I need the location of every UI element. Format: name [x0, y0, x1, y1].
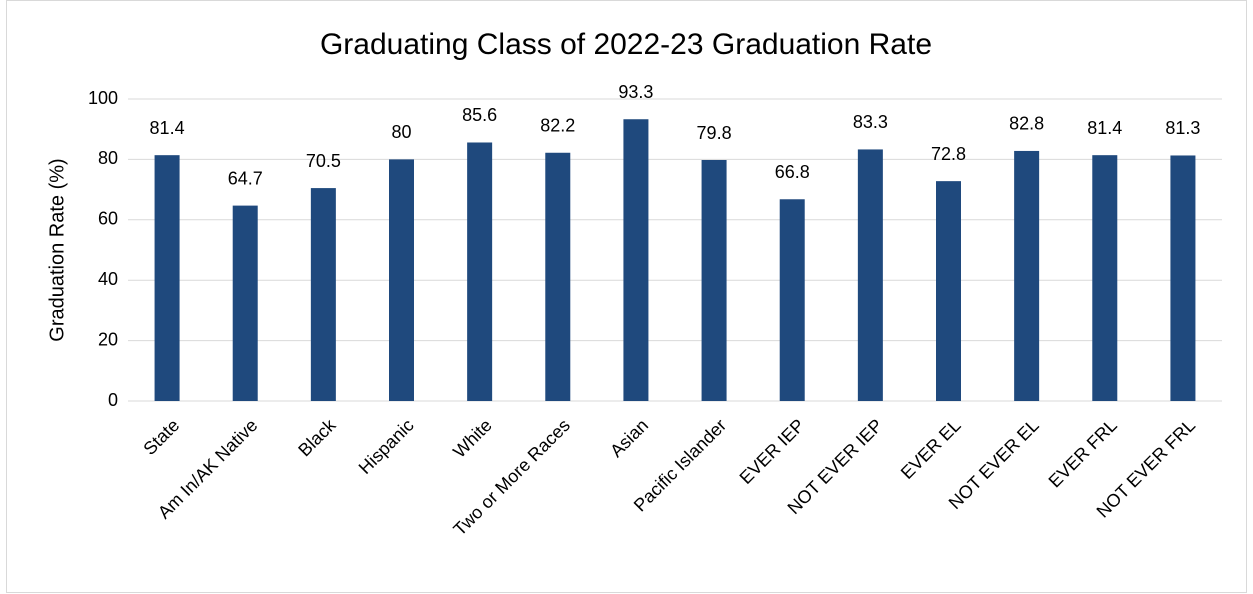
y-axis-label: Graduation Rate (%) [46, 158, 68, 341]
bar [857, 149, 883, 401]
bar [310, 188, 336, 401]
bar [1092, 155, 1118, 401]
bar [936, 181, 961, 401]
y-tick-label: 40 [98, 269, 118, 289]
bar [545, 152, 571, 401]
data-label: 64.7 [228, 168, 263, 188]
bar [389, 159, 414, 401]
bar [154, 155, 180, 401]
bar [1170, 155, 1196, 401]
data-label: 66.8 [775, 162, 810, 182]
data-label: 81.3 [1165, 118, 1200, 138]
bar [701, 160, 727, 401]
bar [1014, 150, 1040, 401]
chart-title: Graduating Class of 2022-23 Graduation R… [320, 28, 932, 61]
data-label: 81.4 [1087, 118, 1122, 138]
y-tick-label: 100 [88, 88, 118, 108]
data-label: 93.3 [618, 82, 653, 102]
data-label: 82.8 [1009, 114, 1044, 134]
bar [232, 205, 258, 401]
data-label: 82.2 [540, 116, 575, 136]
data-label: 70.5 [306, 151, 341, 171]
data-label: 72.8 [931, 144, 966, 164]
bar [623, 119, 649, 401]
data-label: 79.8 [697, 123, 732, 143]
data-label: 85.6 [462, 105, 497, 125]
y-tick-label: 80 [98, 148, 118, 168]
y-tick-label: 60 [98, 209, 118, 229]
y-tick-label: 0 [108, 390, 118, 410]
data-label: 80 [391, 122, 411, 142]
data-label: 81.4 [150, 118, 185, 138]
data-label: 83.3 [853, 112, 888, 132]
bar [467, 142, 493, 401]
y-tick-label: 20 [98, 329, 118, 349]
bar [779, 199, 805, 401]
